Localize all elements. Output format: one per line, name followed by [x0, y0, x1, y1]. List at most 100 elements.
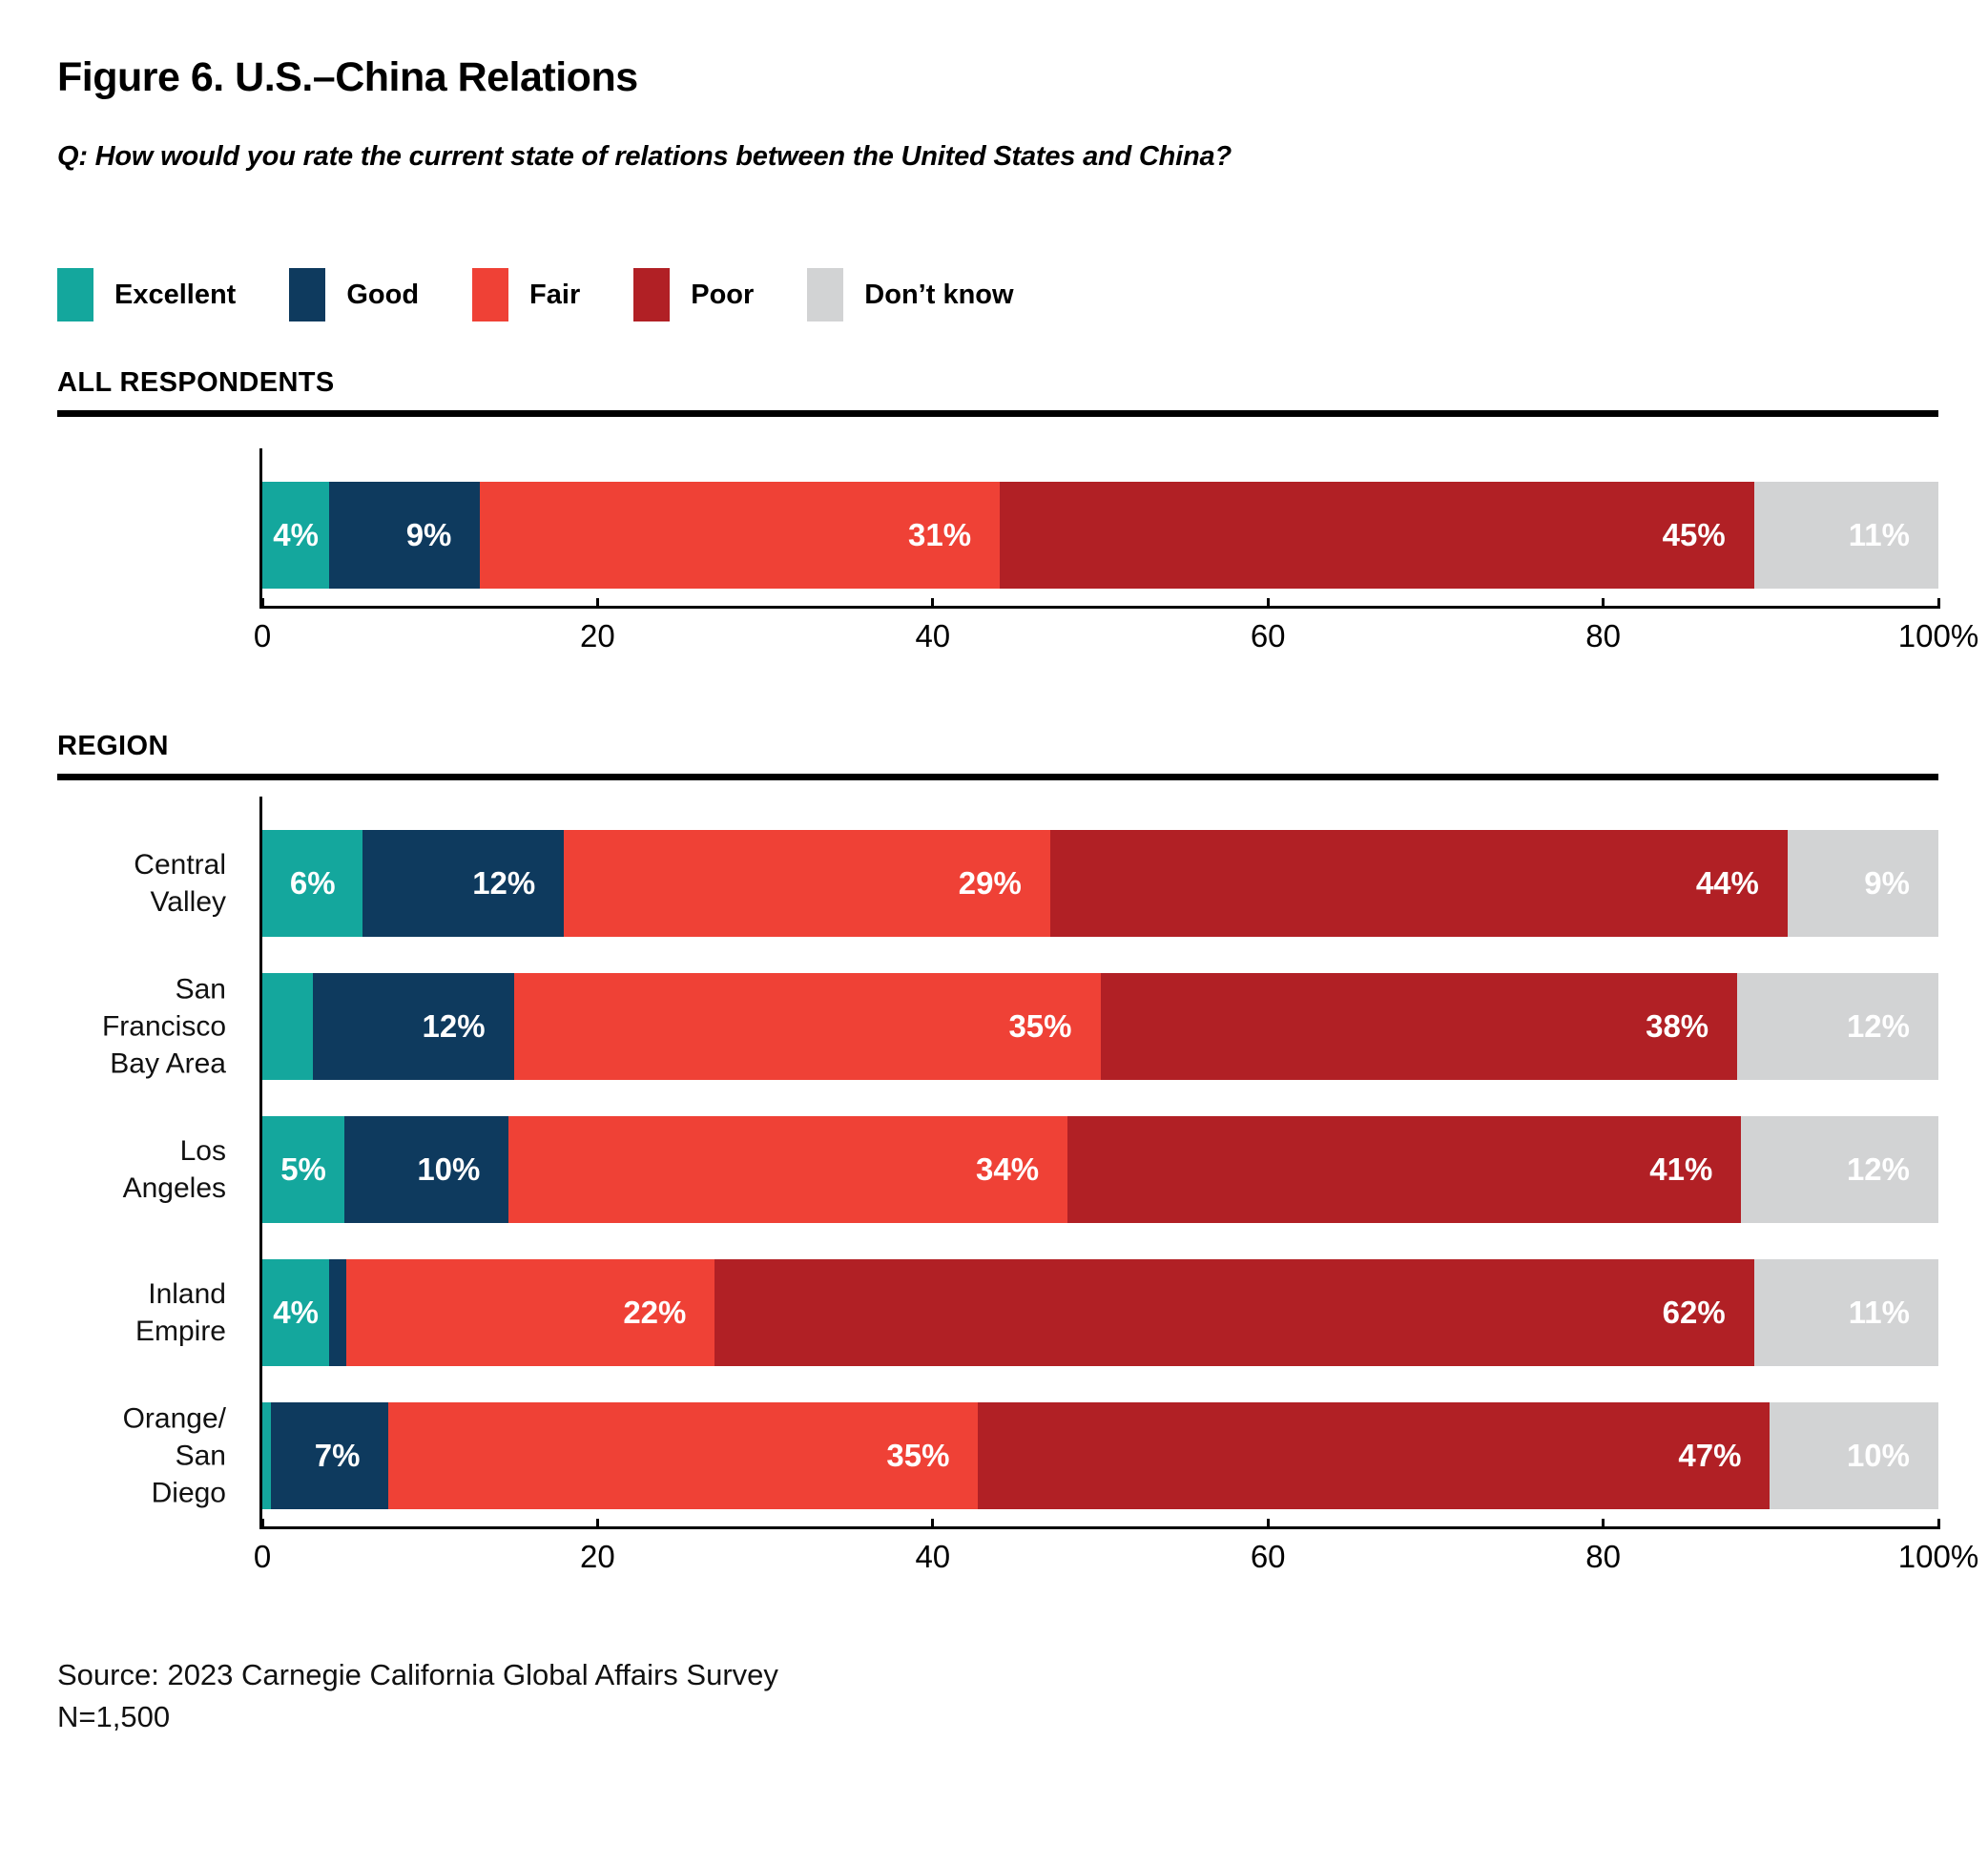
poor-swatch-icon: [633, 268, 671, 322]
axis-tick: [1266, 1519, 1270, 1530]
sample-size: N=1,500: [57, 1700, 171, 1734]
bars-area: 4% 9% 31% 45% 11%: [259, 448, 1938, 610]
axis-tick-label: 0: [253, 618, 272, 654]
axis-tick: [1936, 598, 1940, 610]
x-axis: [260, 598, 1940, 610]
bar-segment-fair: 35%: [388, 1402, 979, 1510]
segment-value-label: 45%: [1662, 517, 1726, 553]
bars-area: Central Valley 6% 12% 29% 44% 9% San Francisco…: [102, 797, 1938, 1530]
bar-segment-poor: 47%: [978, 1402, 1771, 1510]
bar-segment-don-t-know: 12%: [1737, 973, 1938, 1081]
segment-value-label: 41%: [1649, 1151, 1713, 1188]
excellent-swatch-icon: [57, 268, 93, 322]
stacked-bar: 4% 22% 62% 11%: [262, 1259, 1938, 1367]
segment-value-label: 12%: [1846, 1151, 1910, 1188]
section-heading: ALL RESPONDENTS: [57, 367, 335, 399]
good-swatch-icon: [289, 268, 326, 322]
bar-segment-good: 10%: [344, 1116, 509, 1224]
x-axis-labels: 0 20 40 60 80 100%: [254, 1529, 1978, 1575]
axis-tick-label: 60: [1250, 1539, 1286, 1575]
bar-segment-fair: 29%: [564, 830, 1050, 938]
axis-tick-label: 60: [1250, 618, 1286, 654]
row-label: Los Angeles: [122, 1135, 227, 1205]
stacked-bar: 4% 9% 31% 45% 11%: [262, 482, 1938, 590]
source-note: Source: 2023 Carnegie California Global …: [57, 1658, 778, 1692]
segment-value-label: 62%: [1662, 1295, 1726, 1331]
bar-segment-poor: 44%: [1049, 830, 1788, 938]
segment-value-label: 5%: [280, 1151, 326, 1188]
segment-value-label: 11%: [1848, 1295, 1910, 1331]
segment-value-label: 12%: [422, 1008, 486, 1045]
stacked-bar: 12% 35% 38% 12%: [262, 973, 1938, 1081]
fair-swatch-icon: [472, 268, 509, 322]
bar-row: Los Angeles 5% 10% 34% 41% 12%: [123, 1116, 1938, 1224]
row-label: Orange/ San Diego: [122, 1402, 226, 1509]
bar-segment-excellent: 4%: [262, 482, 330, 590]
bar-segment-excellent: [262, 1402, 271, 1510]
legend-label: Good: [346, 279, 420, 310]
axis-tick: [1602, 598, 1605, 610]
segment-value-label: 4%: [273, 1295, 319, 1331]
survey-question: Q: How would you rate the current state …: [57, 141, 1232, 173]
axis-tick-label: 100%: [1897, 618, 1979, 654]
segment-value-label: 12%: [472, 865, 536, 902]
row-label: San Francisco Bay Area: [101, 973, 227, 1080]
plot-area: Central Valley 6% 12% 29% 44% 9% San Francisco…: [102, 797, 1978, 1575]
x-axis-labels: 0 20 40 60 80 100%: [254, 609, 1978, 654]
bar-segment-excellent: 4%: [262, 1259, 330, 1367]
bar-segment-don-t-know: 11%: [1753, 482, 1938, 590]
don-t-know-swatch-icon: [807, 268, 844, 322]
section-region: REGION Central Valley 6% 12% 29% 44% 9% San Fra…: [57, 731, 1978, 1575]
segment-value-label: 9%: [405, 517, 452, 553]
bar-segment-fair: 34%: [508, 1116, 1068, 1224]
section-heading: REGION: [57, 731, 169, 762]
axis-tick: [1602, 1519, 1605, 1530]
x-axis: [260, 1519, 1940, 1530]
bar-segment-poor: 45%: [1000, 482, 1754, 590]
bar-segment-good: [329, 1259, 346, 1367]
bar-row: San Francisco Bay Area 12% 35% 38% 12%: [102, 973, 1938, 1081]
bar-segment-poor: 62%: [714, 1259, 1754, 1367]
axis-tick-label: 40: [915, 618, 951, 654]
segment-value-label: 12%: [1846, 1008, 1910, 1045]
segment-value-label: 10%: [1846, 1438, 1910, 1474]
bar-segment-fair: 22%: [345, 1259, 715, 1367]
segment-value-label: 7%: [314, 1438, 361, 1474]
segment-value-label: 44%: [1695, 865, 1759, 902]
row-label: Inland Empire: [135, 1278, 226, 1348]
stacked-bar: 6% 12% 29% 44% 9%: [262, 830, 1938, 938]
bar-segment-don-t-know: 10%: [1770, 1402, 1938, 1510]
segment-value-label: 35%: [1008, 1008, 1072, 1045]
axis-tick: [931, 598, 935, 610]
legend-item-fair: Fair: [472, 268, 581, 322]
bar-row: 4% 9% 31% 45% 11%: [262, 482, 1938, 590]
segment-value-label: 9%: [1864, 865, 1910, 902]
legend-item-good: Good: [289, 268, 420, 322]
bar-row: Orange/ San Diego 7% 35% 47% 10%: [123, 1402, 1938, 1510]
axis-tick-label: 40: [915, 1539, 951, 1575]
bar-segment-fair: 35%: [513, 973, 1101, 1081]
axis-tick-label: 100%: [1897, 1539, 1979, 1575]
bar-segment-poor: 41%: [1067, 1116, 1742, 1224]
legend: Excellent Good Fair Poor Don’t know: [57, 268, 1938, 322]
segment-value-label: 34%: [975, 1151, 1040, 1188]
segment-value-label: 4%: [273, 517, 319, 553]
axis-tick-label: 20: [580, 618, 615, 654]
bar-row: Inland Empire 4% 22% 62% 11%: [135, 1259, 1938, 1367]
legend-item-excellent: Excellent: [57, 268, 236, 322]
stacked-bar: 5% 10% 34% 41% 12%: [262, 1116, 1938, 1224]
bar-row: Central Valley 6% 12% 29% 44% 9%: [134, 830, 1938, 938]
axis-tick: [1936, 1519, 1940, 1530]
bar-segment-fair: 31%: [480, 482, 1001, 590]
bar-segment-don-t-know: 9%: [1787, 830, 1938, 938]
segment-value-label: 11%: [1848, 517, 1910, 553]
axis-tick: [260, 598, 264, 610]
bar-segment-excellent: 6%: [262, 830, 363, 938]
axis-tick: [1266, 598, 1270, 610]
segment-value-label: 10%: [417, 1151, 481, 1188]
segment-value-label: 47%: [1678, 1438, 1742, 1474]
stacked-bar: 7% 35% 47% 10%: [262, 1402, 1938, 1510]
legend-item-poor: Poor: [633, 268, 754, 322]
axis-tick-label: 80: [1585, 1539, 1621, 1575]
legend-label: Fair: [529, 279, 581, 310]
